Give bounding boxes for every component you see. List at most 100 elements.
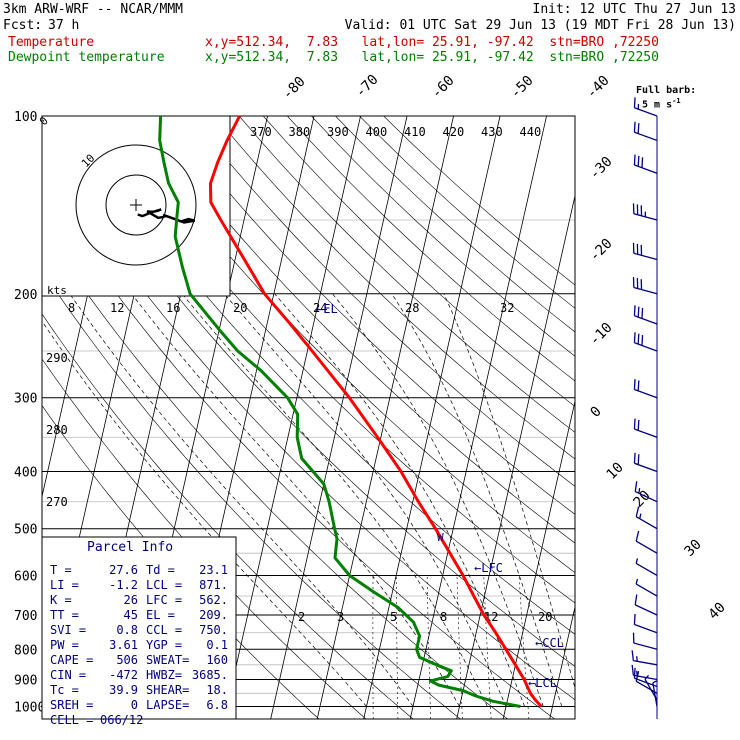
moist-adiabat-0	[69, 293, 414, 707]
isotherm-label-right: 40	[706, 600, 729, 623]
forecast-label: Fcst:	[3, 18, 43, 33]
dry-adiabat-380	[190, 116, 575, 487]
mixing-ratio-label: 24	[313, 301, 327, 315]
dry-adiabat-300	[42, 186, 555, 719]
moist-adiabat-20	[224, 293, 507, 707]
moist-adiabat-28	[332, 293, 544, 707]
dry-adiabat-280	[42, 269, 461, 719]
isotherm-label-right: 10	[604, 460, 627, 483]
moist-adiabat-16	[181, 293, 488, 707]
parcel-value: 160	[206, 653, 228, 667]
parcel-label: PW =	[50, 638, 79, 652]
pressure-label-500: 500	[14, 523, 37, 538]
mixing-ratio-label: 28	[405, 301, 419, 315]
init-time: Init: 12 UTC Thu 27 Jun 13	[532, 2, 737, 17]
mixing-ratio-label-low: 5	[390, 610, 397, 624]
parcel-value: 0.1	[206, 638, 228, 652]
wind-barb	[633, 379, 658, 399]
mixing-ratio-label: 8	[68, 301, 75, 315]
wind-barb	[633, 97, 658, 117]
wind-barb	[635, 558, 658, 577]
forecast-hours: 37 h	[48, 18, 80, 33]
theta-label: 430	[481, 125, 503, 139]
isotherm-label-top: -50	[508, 73, 537, 102]
theta-label: 400	[366, 125, 388, 139]
parcel-value: 26	[124, 593, 138, 607]
wind-barb	[635, 578, 658, 597]
mixing-ratio-label-low: 3	[337, 610, 344, 624]
lcl-marker: ←LCL	[528, 676, 557, 690]
wind-legend-units-text: 5 m s	[642, 99, 673, 111]
parcel-label: LFC =	[146, 593, 182, 607]
parcel-label: LCL =	[146, 578, 182, 592]
pressure-label-900: 900	[14, 673, 37, 688]
parcel-label: CAPE =	[50, 653, 93, 667]
pressure-label-300: 300	[14, 392, 37, 407]
wind-legend-units: 5 m s-1	[642, 94, 681, 112]
temperature-profile-line	[209, 115, 543, 708]
wind-barb	[632, 203, 658, 221]
theta-label: 410	[404, 125, 426, 139]
wind-barb	[652, 679, 658, 707]
wind-legend-units-exponent: -1	[672, 97, 681, 105]
pressure-label-600: 600	[14, 569, 37, 584]
isotherm-label-right: -20	[587, 236, 616, 265]
isotherm-0	[409, 116, 547, 719]
dry-adiabat-370	[166, 116, 575, 515]
isotherm--40	[223, 116, 361, 719]
isotherm-30	[549, 605, 575, 719]
wind-barb	[633, 121, 658, 142]
wind-barb	[634, 481, 658, 503]
temperature-legend: Temperature	[8, 35, 95, 50]
dry-adiabat-340	[94, 116, 575, 604]
dry-adiabat-410	[262, 116, 575, 407]
parcel-label: SREH =	[50, 698, 93, 712]
parcel-value: 750.	[199, 623, 228, 637]
parcel-value: 23.1	[199, 563, 228, 577]
theta-label: 370	[250, 125, 272, 139]
parcel-value: 0	[131, 698, 138, 712]
dry-adiabat-310	[42, 146, 575, 701]
parcel-label: Tc =	[50, 683, 79, 697]
parcel-value: -1.2	[109, 578, 138, 592]
isotherm-40	[596, 116, 732, 719]
dewpoint-location: x,y=512.34, 7.83 lat,lon= 25.91, -97.42 …	[205, 50, 659, 65]
parcel-value: 27.6	[109, 563, 138, 577]
pressure-label-700: 700	[14, 609, 37, 624]
parcel-value: 3.61	[109, 638, 138, 652]
parcel-value: 209.	[199, 608, 228, 622]
hodograph-ring	[75, 144, 197, 266]
mixing-ratio-label-low: 20	[538, 610, 552, 624]
parcel-value: 6.8	[206, 698, 228, 712]
theta-label: 380	[289, 125, 311, 139]
dewpoint-profile-line	[158, 115, 521, 708]
parcel-label: CELL =	[50, 713, 93, 727]
mixing-ratio-12	[483, 575, 492, 719]
hodograph-kts-label: kts	[47, 284, 67, 297]
dry-adiabat-290	[42, 227, 508, 719]
wind-barb	[632, 632, 658, 650]
moist-adiabat-32	[391, 293, 563, 707]
dewpoint-legend: Dewpoint temperature	[8, 50, 165, 65]
dry-adiabat-360	[142, 116, 575, 544]
dry-adiabat-420	[287, 116, 575, 382]
dry-adiabat-460	[383, 116, 575, 286]
parcel-label: CIN =	[50, 668, 86, 682]
parcel-label: EL =	[146, 608, 175, 622]
pressure-label-800: 800	[14, 643, 37, 658]
dry-adiabat-330	[70, 116, 575, 635]
parcel-label: HWBZ=	[146, 668, 182, 682]
hodograph-ring	[105, 174, 167, 236]
ccl-marker: ←CCL	[535, 636, 564, 650]
el-marker: ←EL	[316, 302, 338, 316]
isotherm-label-right: -30	[587, 154, 616, 183]
isotherm--110	[0, 116, 35, 719]
parcel-label: YGP =	[146, 638, 182, 652]
parcel-value: 506	[116, 653, 138, 667]
wind-barb	[633, 305, 658, 325]
parcel-label: CCL =	[146, 623, 182, 637]
moist-adiabat-24	[274, 293, 525, 707]
pressure-label-100: 100	[14, 110, 37, 125]
isotherm-label-right: 30	[682, 537, 705, 560]
